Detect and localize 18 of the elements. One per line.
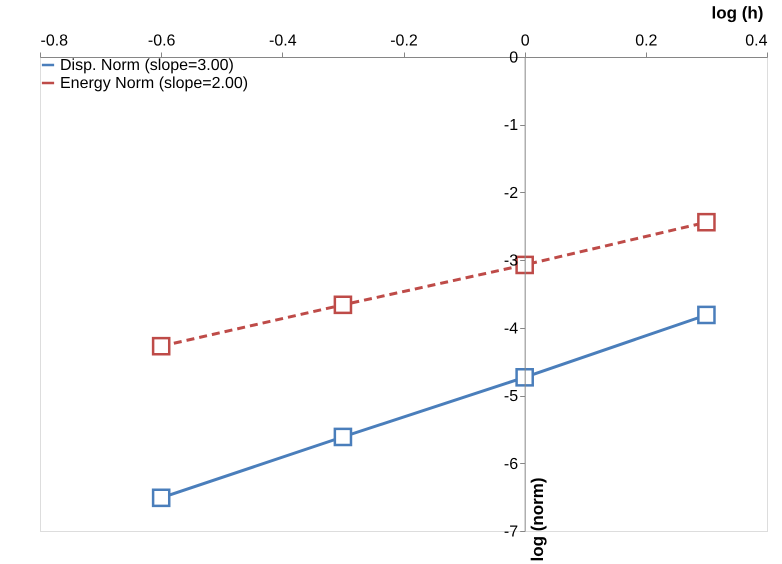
y-tick-label: -5	[504, 388, 518, 406]
x-tick-label: -0.2	[390, 32, 418, 50]
y-axis-title: log (norm)	[528, 477, 548, 562]
y-tick-label: -2	[504, 184, 518, 202]
y-tick-label: -6	[504, 456, 518, 473]
y-tick-label: -1	[504, 117, 518, 134]
x-tick-label: -0.6	[148, 32, 176, 50]
y-tick-label: -7	[504, 524, 518, 540]
x-tick-label: -0.4	[269, 32, 297, 50]
y-tick-label: -4	[504, 320, 518, 338]
legend-label: Energy Norm (slope=2.00)	[60, 75, 248, 92]
legend-label: Disp. Norm (slope=3.00)	[60, 57, 234, 74]
x-tick-label: 0.2	[635, 32, 658, 50]
x-tick-label: -0.8	[40, 32, 68, 50]
x-tick-label: 0.4	[745, 32, 768, 50]
y-tick-label: 0	[509, 50, 518, 66]
x-axis-title: log (h)	[712, 4, 764, 22]
x-tick-label: 0	[520, 32, 530, 50]
